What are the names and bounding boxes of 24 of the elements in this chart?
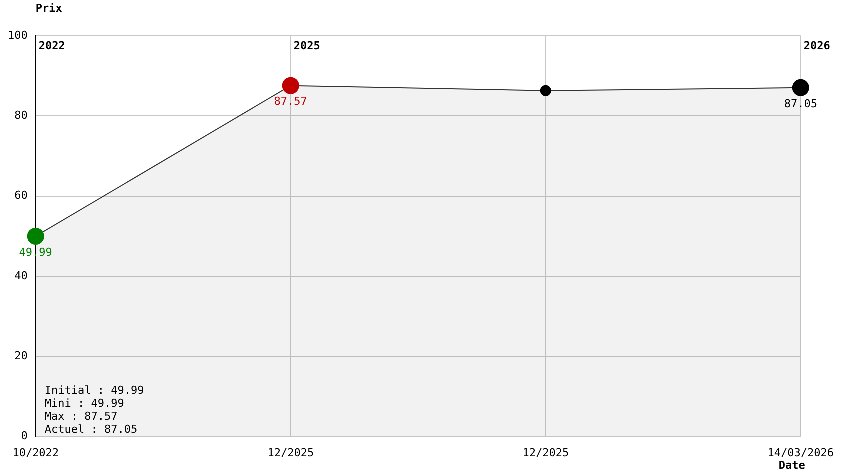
y-tick-label: 80 [14, 109, 28, 122]
data-label: 87.57 [274, 95, 308, 108]
point [27, 228, 44, 245]
annotation: Initial : 49.99 [44, 384, 144, 397]
annotation: Max : 87.57 [44, 410, 118, 423]
point [282, 77, 300, 94]
y-tick-label: 60 [14, 189, 28, 202]
x-tick-label: 14/03/2026 [768, 446, 834, 460]
x-tick-label: 10/2022 [12, 446, 60, 460]
annotation: Actuel : 87.05 [44, 422, 138, 436]
x-axis-title: Date [778, 458, 806, 472]
data-label: 87.05 [784, 97, 818, 110]
y-axis-title: Prix [36, 2, 63, 15]
annotation: 2025 [294, 39, 320, 52]
x-tick-label: 12/2025 [522, 446, 570, 460]
y-tick-label: 20 [14, 350, 28, 362]
annotation: Mini : 49.99 [44, 396, 124, 410]
annotation: 2022 [38, 39, 66, 52]
text: 2026 [804, 39, 831, 52]
x-tick-label: 12/2025 [268, 446, 314, 460]
point [792, 79, 810, 96]
y-tick-label: 100 [8, 28, 28, 42]
y-tick-label: 40 [14, 269, 28, 282]
y-tick-label: 0 [21, 430, 28, 443]
